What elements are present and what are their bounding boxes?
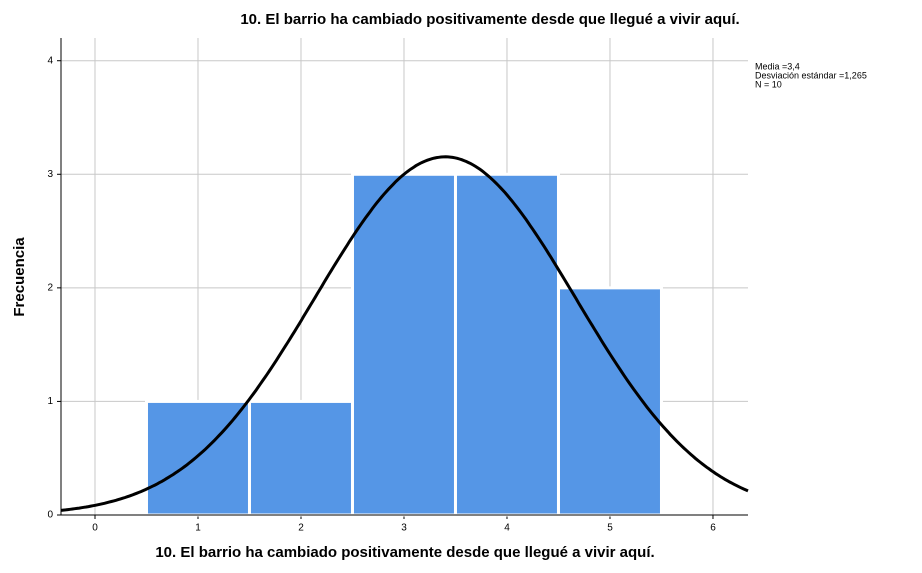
bar [453,172,560,517]
x-tick-label: 5 [607,523,613,534]
normal-curve [60,155,749,512]
x-tick-label: 1 [195,523,201,534]
x-tick-label: 3 [401,523,407,534]
y-tick-label: 1 [47,396,53,407]
y-tick-label: 0 [47,510,53,521]
stats-note: N = 10 [755,79,782,89]
x-tick-label: 2 [298,523,304,534]
x-axis-label: 10. El barrio ha cambiado positivamente … [155,544,654,561]
y-tick-label: 2 [47,282,53,293]
chart-title: 10. El barrio ha cambiado positivamente … [240,11,739,28]
x-tick-label: 0 [92,523,98,534]
y-tick-label: 4 [47,55,53,66]
y-tick-label: 3 [47,169,53,180]
stats-note: Media =3,4 [755,61,800,71]
y-axis-label: Frecuencia [11,237,28,317]
stats-note: Desviación estándar =1,265 [755,70,867,80]
bar [556,286,663,517]
x-tick-label: 6 [710,523,716,534]
bar [350,172,457,517]
bar [247,399,354,517]
x-tick-label: 4 [504,523,510,534]
